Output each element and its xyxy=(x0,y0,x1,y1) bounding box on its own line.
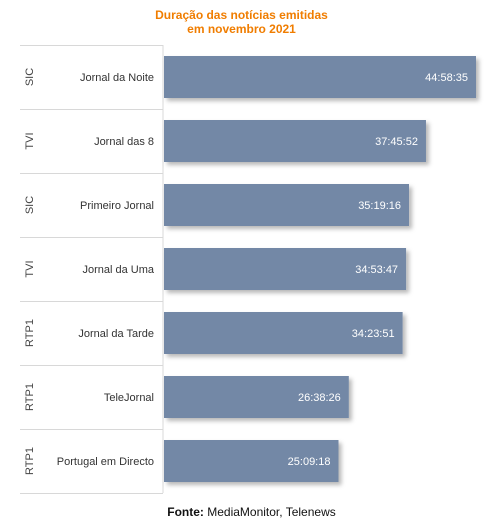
bar xyxy=(164,120,426,162)
bar xyxy=(164,440,339,482)
bar xyxy=(164,56,476,98)
source-label: Fonte: xyxy=(167,505,204,519)
data-label: 35:19:16 xyxy=(358,200,401,212)
category-label: Jornal da Uma xyxy=(82,264,154,276)
category-label: Jornal da Tarde xyxy=(78,328,154,340)
category-dividers xyxy=(20,45,164,494)
chart-title: Duração das notícias emitidas em novembr… xyxy=(0,8,483,36)
channel-label: RTP1 xyxy=(24,319,36,347)
category-label: Jornal das 8 xyxy=(94,136,154,148)
data-label: 25:09:18 xyxy=(288,456,331,468)
chart-title-line-2: em novembro 2021 xyxy=(187,22,296,36)
channel-label: RTP1 xyxy=(24,447,36,475)
bar xyxy=(164,376,349,418)
channel-label: SIC xyxy=(24,196,36,214)
source-text: MediaMonitor, Telenews xyxy=(207,505,336,519)
category-label: TeleJornal xyxy=(104,392,154,404)
data-label: 44:58:35 xyxy=(425,72,468,84)
bar xyxy=(164,312,403,354)
category-label: Primeiro Jornal xyxy=(80,200,154,212)
category-label: Portugal em Directo xyxy=(57,456,154,468)
data-label: 26:38:26 xyxy=(298,392,341,404)
source-line: Fonte: MediaMonitor, Telenews xyxy=(0,505,503,519)
bar xyxy=(164,184,410,226)
labels-layer: 44:58:35 Jornal da Noite SIC 37:45:52 Jornal… xyxy=(24,68,468,475)
data-label: 37:45:52 xyxy=(375,136,418,148)
data-label: 34:23:51 xyxy=(352,328,395,340)
category-label: Jornal da Noite xyxy=(80,72,154,84)
channel-label: SIC xyxy=(24,68,36,86)
bars-layer xyxy=(164,56,476,482)
data-label: 34:53:47 xyxy=(355,264,398,276)
channel-label: TVI xyxy=(24,260,36,277)
chart-title-line-1: Duração das notícias emitidas xyxy=(155,8,328,22)
channel-label: TVI xyxy=(24,132,36,149)
bar xyxy=(164,248,407,290)
channel-label: RTP1 xyxy=(24,383,36,411)
